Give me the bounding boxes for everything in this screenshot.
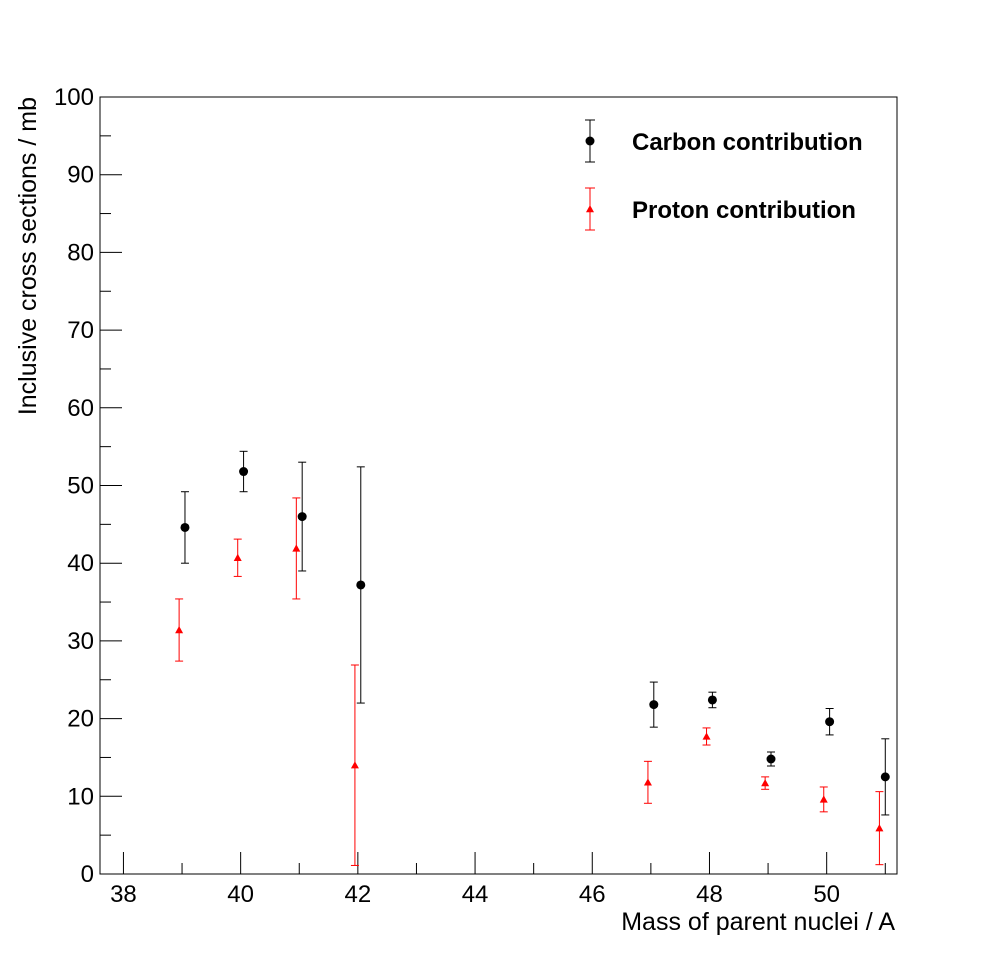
data-point	[761, 779, 770, 787]
data-point	[880, 772, 890, 782]
data-point	[702, 732, 711, 740]
x-tick-label: 40	[227, 881, 254, 908]
y-tick-label: 90	[67, 162, 94, 189]
y-tick-label: 50	[67, 473, 94, 500]
data-point	[649, 700, 659, 710]
y-tick-label: 80	[67, 239, 94, 266]
data-point	[819, 795, 828, 803]
y-tick-label: 70	[67, 317, 94, 344]
x-tick-label: 50	[813, 881, 840, 908]
legend-label: Proton contribution	[632, 197, 856, 224]
data-point	[180, 522, 190, 532]
legend-label: Carbon contribution	[632, 129, 863, 156]
legend-marker	[585, 136, 595, 146]
data-point	[356, 580, 366, 590]
legend: Carbon contribution Proton contribution	[585, 119, 863, 231]
data-point	[297, 512, 307, 522]
data-point	[233, 553, 242, 561]
data-point	[239, 467, 249, 477]
data-point	[707, 695, 717, 705]
y-tick-label: 0	[81, 861, 94, 888]
legend-marker	[586, 205, 594, 213]
x-tick-label: 46	[579, 881, 606, 908]
y-tick-label: 60	[67, 395, 94, 422]
y-tick-label: 10	[67, 783, 94, 810]
y-tick-label: 40	[67, 550, 94, 577]
data-point	[875, 824, 884, 832]
y-tick-label: 30	[67, 628, 94, 655]
data-point	[292, 544, 301, 552]
data-point	[350, 761, 359, 769]
x-tick-label: 42	[345, 881, 372, 908]
y-tick-label: 20	[67, 706, 94, 733]
y-axis-title: Inclusive cross sections / mb	[14, 97, 42, 415]
data-point	[643, 778, 652, 786]
data-marks	[175, 450, 890, 866]
x-tick-label: 44	[462, 881, 489, 908]
x-tick-label: 38	[110, 881, 137, 908]
x-axis-title: Mass of parent nuclei / A	[621, 908, 895, 936]
axis-ticks: 0 10 20 30 40 50 60 70 80 90 100 38 40 42 44 46 48 50	[54, 84, 886, 908]
data-point	[825, 717, 835, 727]
data-point	[766, 754, 776, 764]
data-point	[175, 626, 184, 634]
y-tick-label: 100	[54, 84, 94, 111]
x-tick-label: 48	[696, 881, 723, 908]
